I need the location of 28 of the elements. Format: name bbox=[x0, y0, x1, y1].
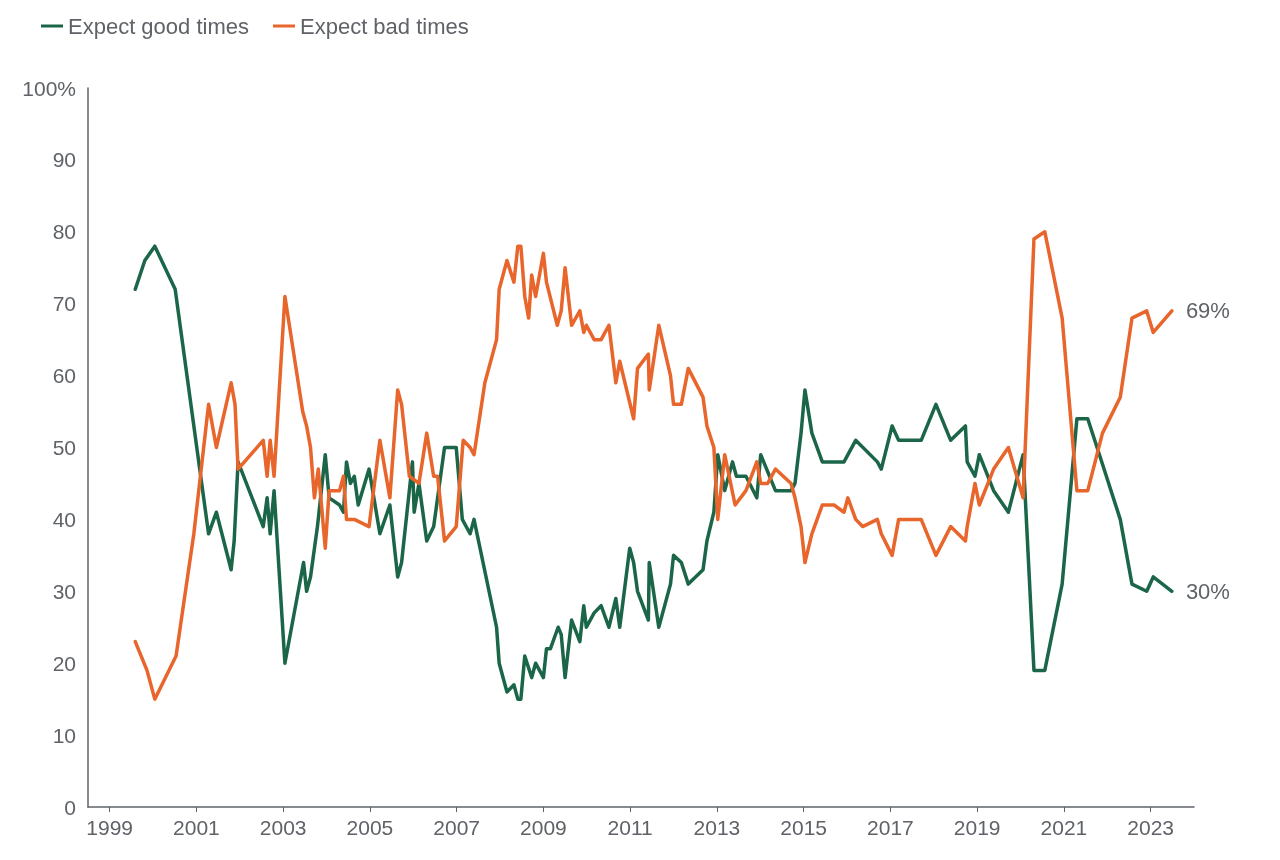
y-tick-label: 0 bbox=[64, 795, 76, 819]
x-tick-label: 2023 bbox=[1127, 816, 1174, 839]
y-tick-label: 80 bbox=[52, 220, 76, 244]
y-tick-label: 10 bbox=[52, 723, 76, 747]
annotation: 30% bbox=[1185, 578, 1230, 604]
y-tick-label: 70 bbox=[52, 292, 76, 316]
y-tick-label: 30 bbox=[52, 579, 76, 603]
y-tick-label: 50 bbox=[52, 436, 76, 459]
x-tick-label: 1999 bbox=[86, 816, 134, 839]
x-tick-label: 2019 bbox=[953, 816, 1001, 839]
y-tick-label: 20 bbox=[52, 651, 76, 675]
legend-label: Expect bad times bbox=[299, 13, 469, 39]
x-tick-label: 2011 bbox=[607, 816, 653, 839]
x-tick-label: 2021 bbox=[1040, 816, 1088, 839]
x-tick-label: 2013 bbox=[693, 816, 741, 839]
y-tick-label: 100% bbox=[22, 76, 76, 100]
x-tick-label: 2015 bbox=[780, 816, 828, 839]
x-tick-label: 2017 bbox=[867, 816, 914, 839]
y-tick-label: 40 bbox=[52, 507, 76, 531]
y-tick-label: 60 bbox=[52, 364, 76, 388]
y-tick-label: 90 bbox=[52, 148, 76, 172]
x-tick-label: 2009 bbox=[520, 816, 567, 839]
annotation: 69% bbox=[1185, 298, 1230, 324]
x-tick-label: 2001 bbox=[173, 816, 220, 839]
legend-label: Expect good times bbox=[68, 13, 249, 39]
x-tick-label: 2005 bbox=[346, 816, 394, 839]
x-tick-label: 2007 bbox=[433, 816, 481, 839]
x-tick-label: 2003 bbox=[259, 816, 307, 839]
